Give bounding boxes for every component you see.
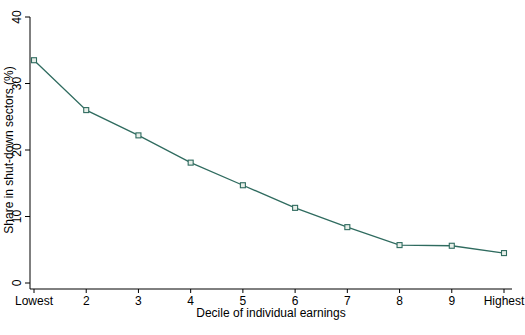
x-tick-label: Lowest	[15, 294, 54, 308]
marker	[449, 243, 454, 248]
y-axis	[30, 17, 31, 289]
x-tick	[34, 289, 35, 293]
marker	[188, 160, 193, 165]
marker	[397, 243, 402, 248]
y-tick-label: 0	[10, 279, 24, 286]
marker	[84, 108, 89, 113]
chart: 010203040Lowest23456789HighestDecile of …	[0, 0, 525, 335]
x-tick	[347, 289, 348, 293]
line	[34, 60, 504, 253]
y-tick	[25, 283, 30, 284]
x-tick	[504, 289, 505, 293]
marker	[240, 183, 245, 188]
x-tick	[86, 289, 87, 293]
x-tick	[190, 289, 191, 293]
plot-area	[32, 58, 507, 256]
x-tick-label: 4	[187, 294, 194, 308]
x-tick-label: 8	[396, 294, 403, 308]
marker	[502, 251, 507, 256]
x-tick-label: Highest	[484, 294, 525, 308]
x-axis-title: Decile of individual earnings	[196, 306, 345, 320]
y-tick-label: 40	[10, 10, 24, 24]
marker	[32, 58, 37, 63]
x-tick	[138, 289, 139, 293]
x-axis	[30, 289, 512, 290]
y-tick	[25, 83, 30, 84]
y-tick	[25, 150, 30, 151]
y-axis-title: Share in shut-down sectors (%)	[2, 66, 16, 233]
y-tick	[25, 17, 30, 18]
x-tick-label: 2	[83, 294, 90, 308]
x-tick	[242, 289, 243, 293]
y-tick	[25, 216, 30, 217]
x-tick-label: 9	[448, 294, 455, 308]
x-tick	[451, 289, 452, 293]
x-tick	[295, 289, 296, 293]
marker	[293, 205, 298, 210]
x-tick	[399, 289, 400, 293]
x-tick-label: 3	[135, 294, 142, 308]
marker	[136, 133, 141, 138]
marker	[345, 225, 350, 230]
